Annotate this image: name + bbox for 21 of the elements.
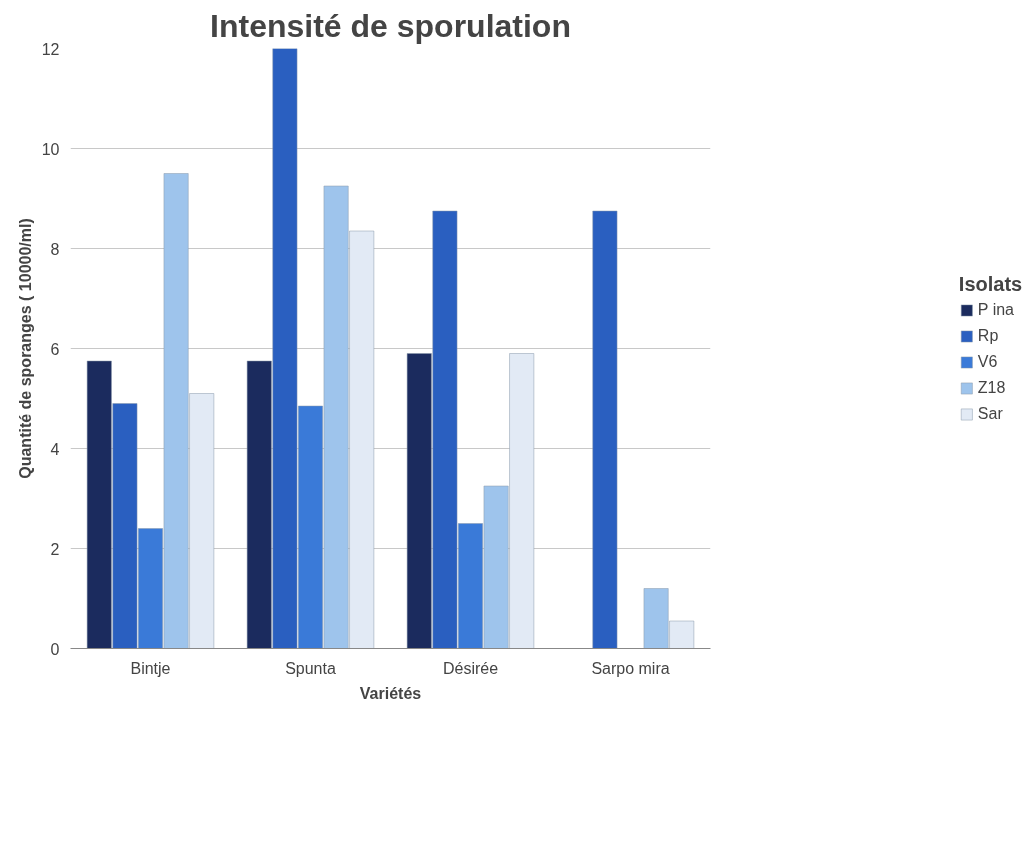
chart-title: Intensité de sporulation [210,7,571,44]
y-tick-label: 8 [50,240,60,258]
y-tick-label: 2 [50,540,60,558]
legend-label: Rp [977,327,999,345]
y-tick-label: 6 [50,340,60,358]
legend-label: Sar [977,405,1003,423]
x-tick-label: Spunta [285,659,336,677]
legend-label: Z18 [977,379,1006,397]
y-tick-label: 0 [50,640,60,658]
legend-label: P ina [977,301,1015,319]
x-tick-label: Sarpo mira [591,659,670,677]
y-tick-label: 10 [41,140,60,158]
bar [592,210,618,649]
y-tick-label: 12 [41,40,60,58]
legend-label: V6 [977,353,998,371]
y-axis-title: Quantité de sporanges ( 10000/ml) [16,218,34,479]
x-tick-label: Désirée [442,659,499,677]
x-tick-label: Bintje [130,659,171,677]
x-axis-title: Variétés [359,684,422,702]
y-tick-label: 4 [50,440,60,458]
legend-title: Isolats [958,273,1023,296]
